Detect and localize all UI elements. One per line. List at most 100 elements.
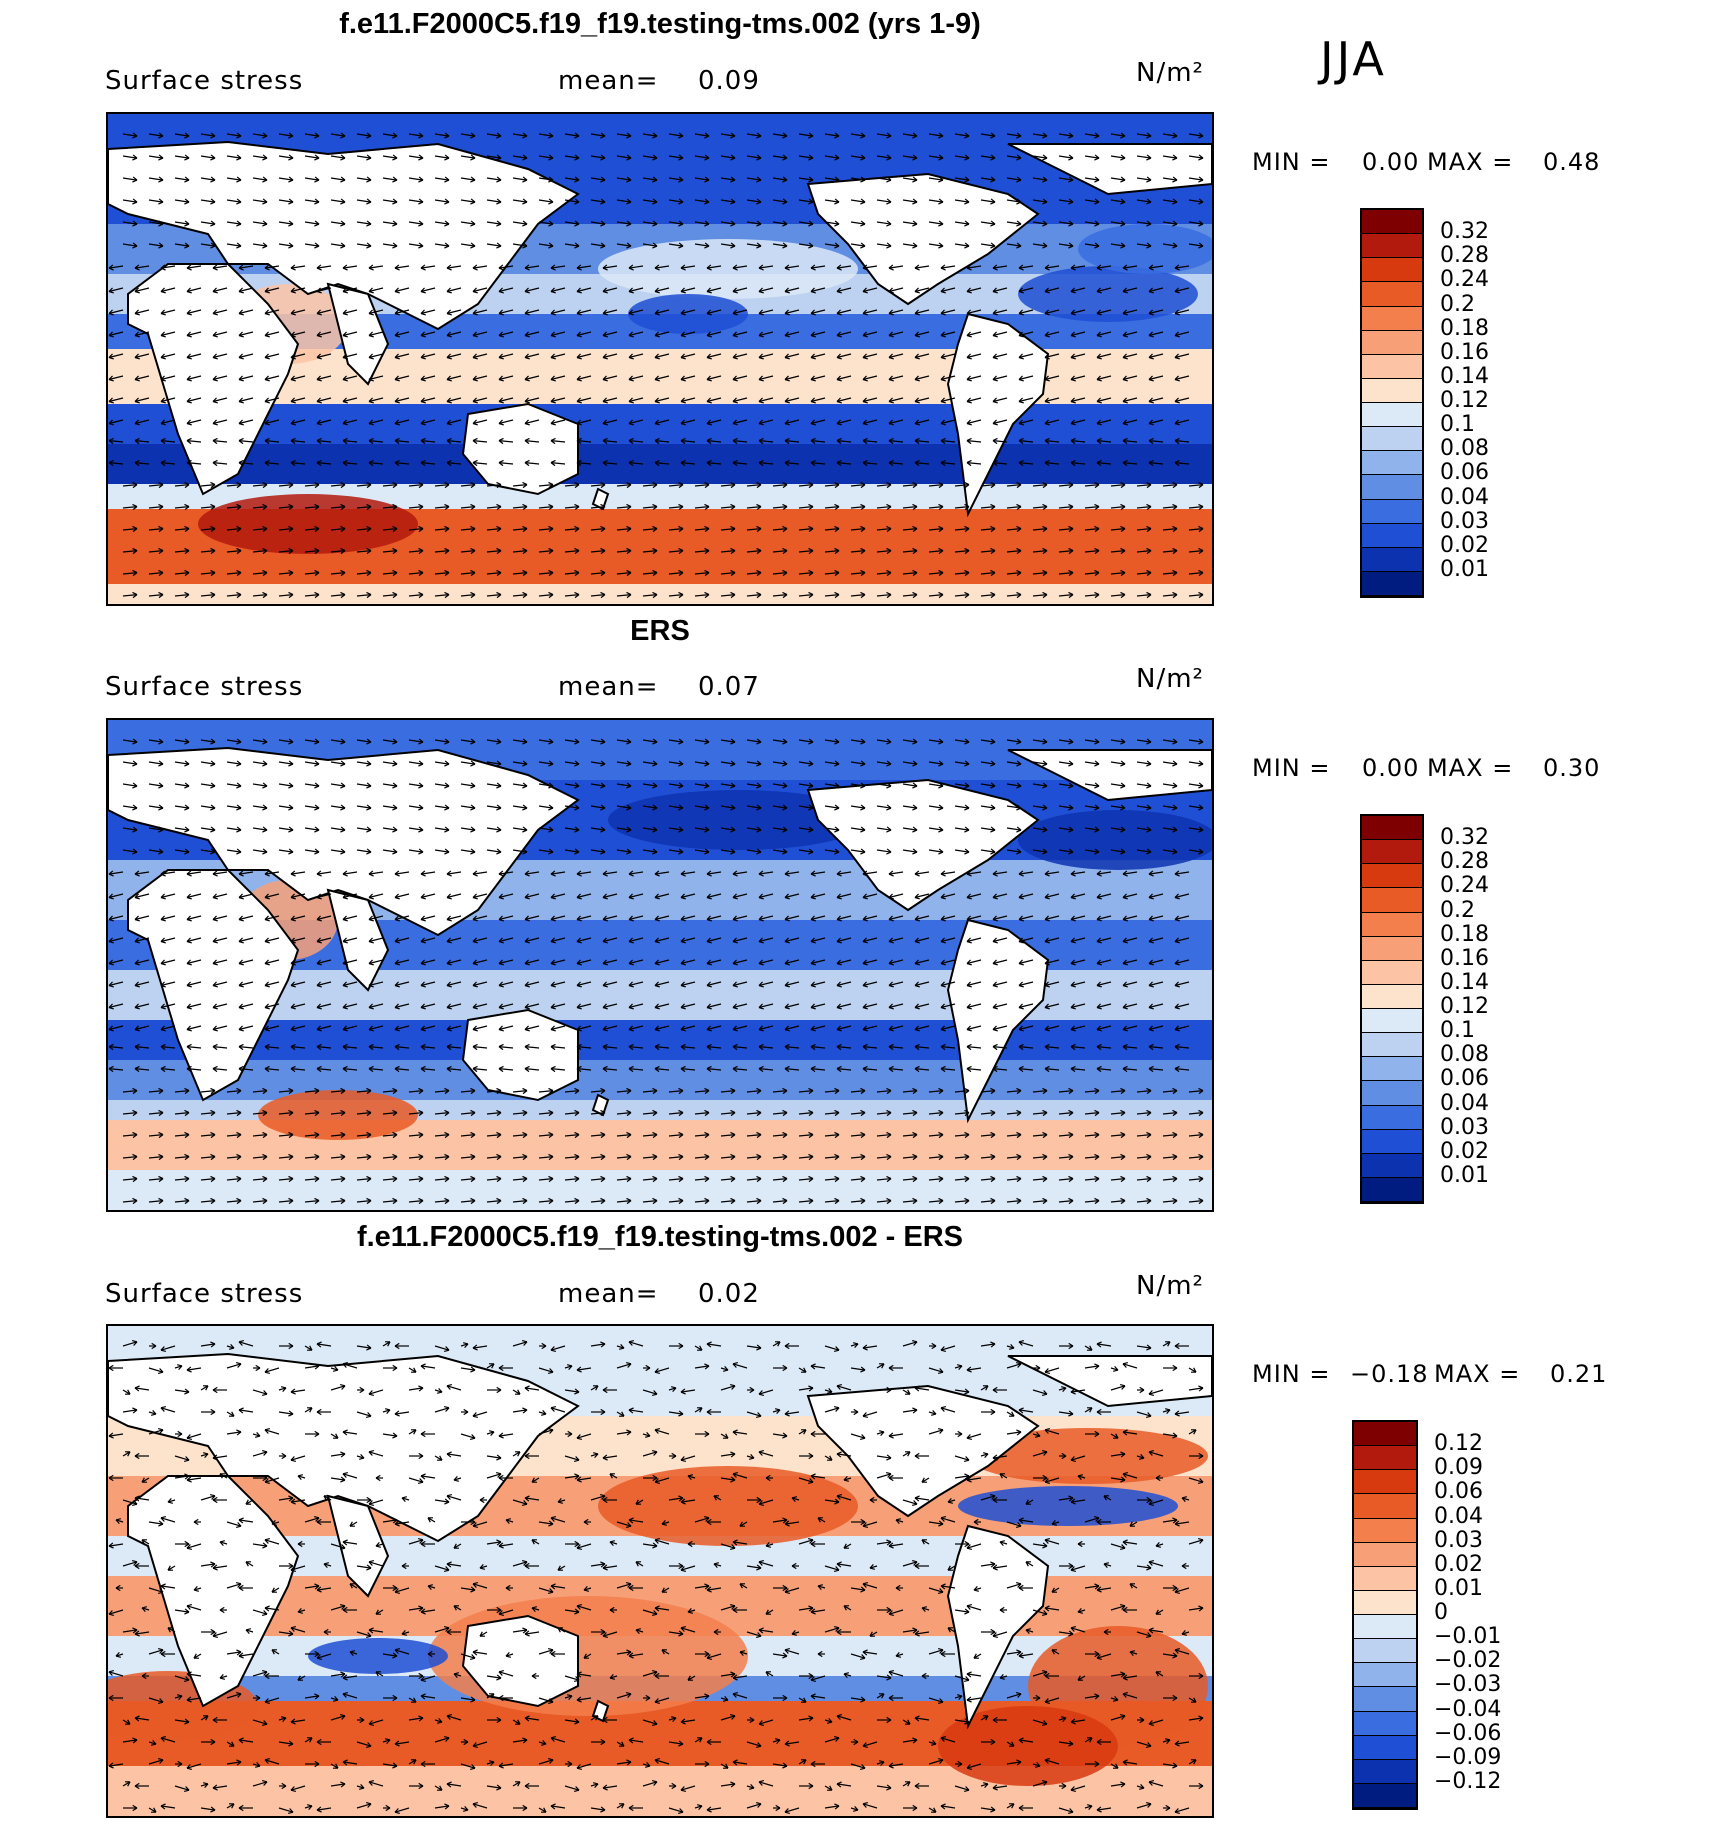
stress-vector-head [886,1471,892,1478]
stress-vector [174,1200,190,1203]
stress-vector-head [964,1608,970,1615]
stress-vector-head [316,893,322,900]
stress-vector-head [418,242,424,249]
stress-vector [954,739,970,743]
stress-vector [486,761,502,765]
stress-vector [590,199,606,203]
stress-vector [1058,761,1074,765]
stress-vector-head [836,1043,842,1051]
stress-vector [122,155,138,159]
stress-vector [876,484,892,487]
stress-vector [576,1477,592,1481]
stress-vector-head [810,1540,816,1548]
stress-vector-head [1018,309,1024,316]
stress-vector [278,528,294,531]
stress-vector-head [444,242,450,249]
stress-vector-head [262,220,268,227]
stress-vector [226,572,242,575]
stress-vector-head [496,242,502,249]
stress-vector-head [914,1562,920,1570]
stress-vector [342,397,358,403]
stress-vector [694,783,710,787]
panel-2-title: ERS [630,615,690,647]
stress-vector [512,849,528,853]
stress-vector [1188,1156,1204,1159]
stress-vector-head [1148,937,1154,944]
stress-vector [1148,937,1164,943]
stress-vector-head [836,353,842,360]
stress-vector [602,981,618,987]
stress-vector-head [1016,1087,1022,1095]
stress-vector-head [574,1608,580,1615]
stress-vector [1136,506,1152,509]
stress-vector [824,1627,840,1633]
stress-vector [1174,981,1190,987]
stress-vector-head [576,437,582,445]
stress-vector [226,594,242,597]
stress-vector-head [446,893,452,900]
stress-vector-head [704,1153,710,1161]
stress-vector-head [836,959,842,966]
stress-vector-head [531,1539,538,1545]
stress-vector-head [1044,937,1050,944]
stress-vector [200,1200,216,1203]
stress-vector [713,1563,722,1567]
stress-vector [290,1499,306,1503]
stress-vector-head [548,591,554,599]
stress-vector [616,1156,632,1159]
stress-vector [550,331,566,337]
stress-vector-head [160,331,166,338]
stress-vector [316,353,332,359]
stress-vector [200,133,216,137]
stress-vector-head [522,1109,528,1117]
stress-vector [564,1112,580,1115]
stress-vector [1096,959,1112,965]
stress-vector [616,827,632,831]
stress-vector-head [706,1518,712,1526]
stress-vector-head [1146,569,1152,577]
stress-vector [394,959,410,965]
stress-vector-head [524,1065,530,1073]
stress-vector [382,133,398,137]
stress-vector-head [1190,1429,1197,1435]
stress-vector-head [314,503,320,511]
stress-vector-head [983,1452,989,1459]
stress-vector-head [706,287,712,294]
stress-vector [966,1025,982,1031]
panel-2-max-label: MAX = [1427,754,1514,782]
stress-vector-head [262,154,268,161]
stress-vector-head [368,437,374,445]
stress-vector [1188,1090,1204,1093]
stress-vector-head [654,1003,660,1010]
stress-vector-head [186,287,192,294]
stress-vector-head [628,1339,634,1346]
stress-vector-head [238,1407,244,1414]
stress-vector [1096,1587,1112,1591]
stress-vector-head [288,525,294,533]
stress-vector [914,440,930,443]
stress-vector-head [1174,1410,1180,1417]
stress-vector-head [628,375,634,382]
stress-vector [772,550,788,553]
stress-vector [486,1541,502,1545]
stress-vector [226,1200,242,1203]
stress-vector-head [524,375,530,382]
stress-vector [616,506,632,509]
stress-vector-head [1122,1065,1128,1073]
stress-vector [368,1561,384,1567]
stress-vector-head [834,848,840,855]
stress-vector [434,1156,450,1159]
stress-vector-head [834,198,840,205]
stress-vector [550,981,566,987]
stress-vector-head [375,1541,381,1548]
stress-vector-head [1120,1476,1126,1483]
stress-vector-head [609,1606,615,1614]
stress-blob [958,1486,1178,1526]
stress-vector [810,1365,826,1369]
stress-vector-head [808,569,814,577]
stress-vector-head [446,1025,452,1032]
stress-vector [122,805,138,809]
stress-vector-head [912,242,918,249]
stress-vector [810,937,826,943]
stress-vector [642,1543,658,1547]
